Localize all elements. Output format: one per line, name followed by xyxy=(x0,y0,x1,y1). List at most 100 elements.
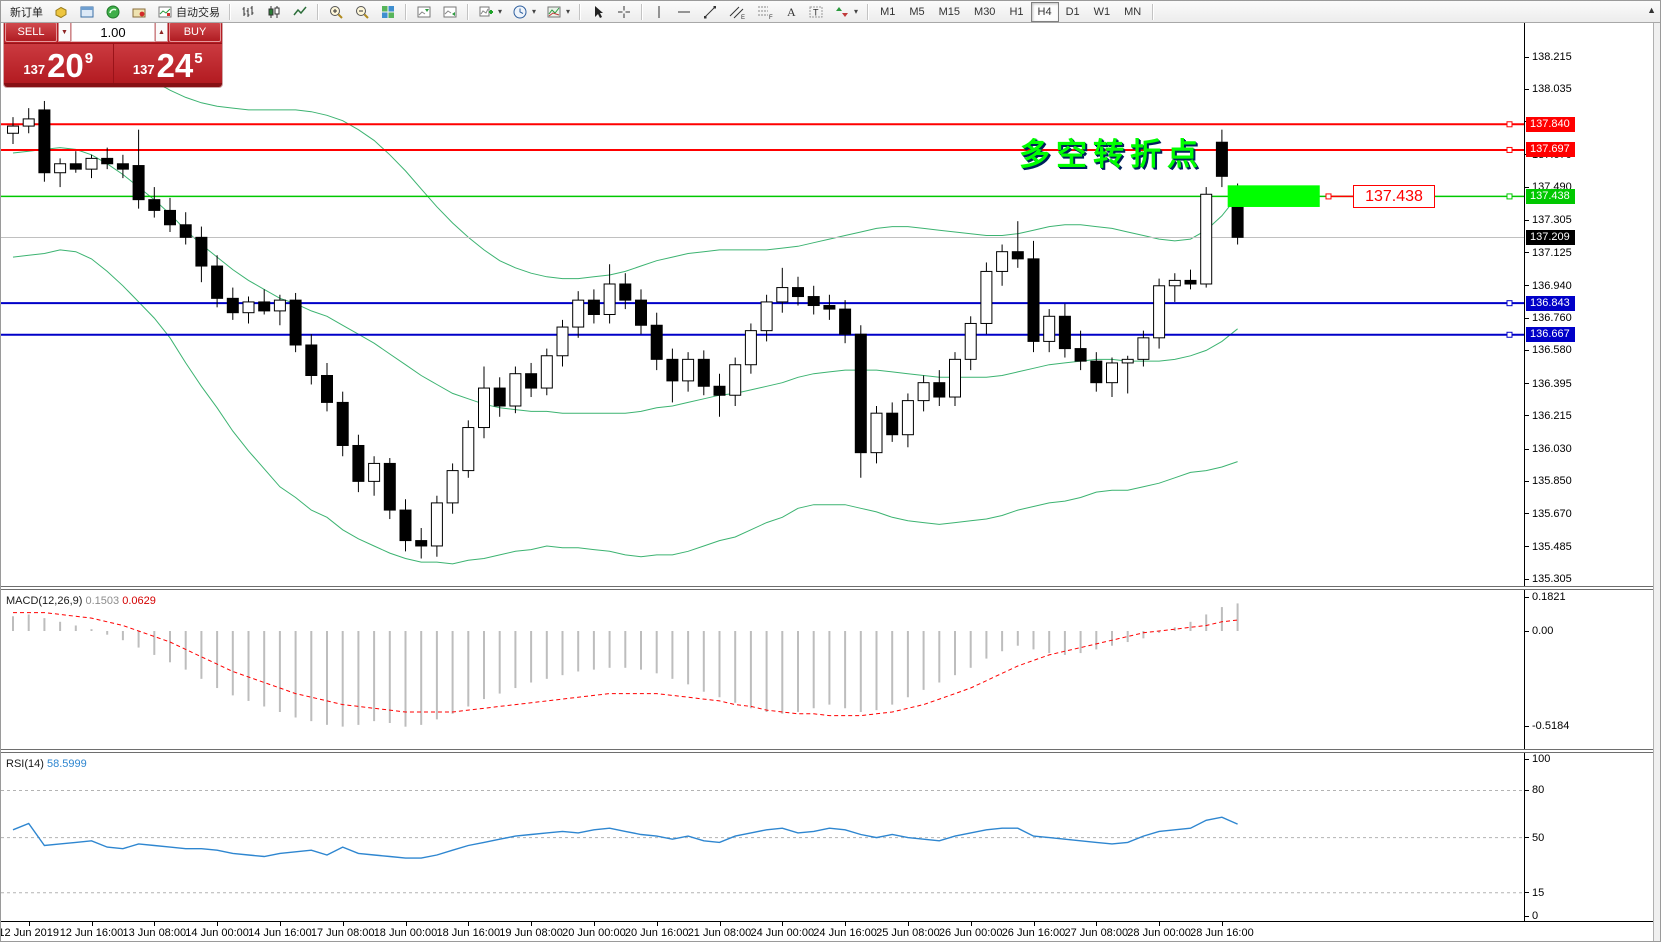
time-label: 28 Jun 00:00 xyxy=(1127,927,1191,939)
bearish-candle xyxy=(1184,279,1197,285)
timeframe-h4[interactable]: H4 xyxy=(1030,1,1059,22)
periods-icon[interactable]: ▾ xyxy=(507,2,541,22)
navigator-icon[interactable] xyxy=(100,2,126,22)
horizontal-line-icon[interactable] xyxy=(671,2,697,22)
time-label: 24 Jun 00:00 xyxy=(750,927,815,939)
bar-chart-icon[interactable] xyxy=(235,2,261,22)
timeframe-w1[interactable]: W1 xyxy=(1093,5,1111,18)
sell-button[interactable]: SELL xyxy=(5,22,57,42)
templates-icon[interactable]: ▾ xyxy=(541,2,575,22)
pane-separator[interactable] xyxy=(1,749,1653,753)
chart-shift-icon[interactable] xyxy=(411,2,437,22)
price-tick-mark xyxy=(1524,186,1529,188)
main-chart-pane[interactable] xyxy=(1,23,1524,587)
new-order-button[interactable]: 新订单 xyxy=(5,2,48,22)
price-tick-mark xyxy=(1524,383,1529,385)
price-tag-label[interactable]: 137.438 xyxy=(1353,185,1435,209)
arrows-icon[interactable]: ▾ xyxy=(829,2,863,22)
autotrading-icon xyxy=(158,6,172,17)
time-label: 27 Jun 08:00 xyxy=(1064,927,1129,939)
timeframe-m1[interactable]: M1 xyxy=(880,5,896,18)
price-tick-mark xyxy=(1524,56,1529,58)
timeframe-m30[interactable]: M30 xyxy=(974,5,996,18)
bullish-candle xyxy=(572,299,585,328)
line-endpoint-handle[interactable] xyxy=(1506,193,1513,200)
templates-caret-icon[interactable]: ▾ xyxy=(566,7,571,16)
timeframe-m15[interactable]: M15 xyxy=(938,5,961,18)
time-label: 21 Jun 08:00 xyxy=(687,927,752,939)
bullish-candle xyxy=(1168,279,1181,287)
trendline-icon[interactable] xyxy=(697,2,723,22)
terminal-icon[interactable] xyxy=(126,2,152,22)
line-endpoint-handle[interactable] xyxy=(1506,121,1513,128)
rsi-label: RSI(14) 58.5999 xyxy=(6,758,87,770)
line-endpoint-handle[interactable] xyxy=(1506,331,1513,338)
arrows-caret-icon[interactable]: ▾ xyxy=(854,7,859,16)
auto-scroll-icon[interactable] xyxy=(437,2,463,22)
highlight-rectangle[interactable] xyxy=(1227,185,1320,207)
bearish-candle xyxy=(226,297,239,314)
price-tick-label: 138.215 xyxy=(1532,51,1572,63)
zoom-out-icon[interactable] xyxy=(349,2,375,22)
volume-down-button[interactable]: ▼ xyxy=(58,22,71,42)
time-label: 26 Jun 16:00 xyxy=(1001,927,1066,939)
price-tick-mark xyxy=(1524,513,1529,515)
autotrading-button[interactable]: 自动交易 xyxy=(152,2,225,22)
bearish-candle xyxy=(493,387,506,407)
buy-button[interactable]: BUY xyxy=(169,22,221,42)
indicators-icon[interactable]: ▾ xyxy=(473,2,507,22)
price-mark-label: 136.843 xyxy=(1526,295,1575,311)
crosshair-icon[interactable] xyxy=(611,2,637,22)
line-chart-icon[interactable] xyxy=(287,2,313,22)
macd-tick-mark xyxy=(1524,630,1529,632)
cursor-icon[interactable] xyxy=(585,2,611,22)
line-endpoint-handle[interactable] xyxy=(1506,146,1513,153)
timeframe-h1[interactable]: H1 xyxy=(1009,5,1024,18)
bullish-candle xyxy=(1137,337,1150,360)
fibonacci-icon[interactable]: F xyxy=(751,2,779,22)
time-tick-mark xyxy=(719,922,721,926)
line-endpoint-handle[interactable] xyxy=(1506,300,1513,307)
rsi-pane[interactable] xyxy=(1,753,1524,921)
volume-field[interactable]: 1.00 xyxy=(71,22,155,42)
timeframe-d1[interactable]: D1 xyxy=(1065,5,1080,18)
time-axis[interactable]: 12 Jun 2019 12 Jun 16:00 13 Jun 08:00 14 Ju… xyxy=(1,921,1653,941)
buy-price-box[interactable]: 137 24 5 xyxy=(113,44,222,84)
price-tag-handle[interactable] xyxy=(1325,193,1332,200)
bearish-candle xyxy=(807,296,820,307)
equidistant-channel-icon[interactable]: E xyxy=(723,2,751,22)
bullish-candle xyxy=(22,118,35,127)
price-tick-label: 135.850 xyxy=(1532,475,1572,488)
price-tick-label: 138.035 xyxy=(1532,83,1572,96)
text-icon[interactable]: A xyxy=(779,2,803,22)
bearish-candle xyxy=(1058,315,1071,350)
candlestick-chart-icon[interactable] xyxy=(261,2,287,22)
toolbar-overflow-icon[interactable]: ▲ xyxy=(1647,5,1656,15)
buy-price-main: 24 xyxy=(156,47,194,84)
periods-caret-icon[interactable]: ▾ xyxy=(532,7,537,16)
rsi-tick-mark xyxy=(1524,758,1529,760)
price-axis[interactable]: 138.215138.035137.855137.670137.490137.3… xyxy=(1524,23,1653,922)
timeframe-mn[interactable]: MN xyxy=(1124,5,1142,18)
indicators-caret-icon[interactable]: ▾ xyxy=(498,7,503,16)
vertical-line-icon[interactable] xyxy=(647,2,671,22)
data-window-icon[interactable] xyxy=(74,2,100,22)
text-label-icon[interactable]: T xyxy=(803,2,829,22)
price-tick-mark xyxy=(1524,88,1529,90)
pane-separator[interactable] xyxy=(1,586,1653,590)
bearish-candle xyxy=(148,199,161,211)
bullish-candle xyxy=(870,412,883,454)
zoom-in-icon[interactable] xyxy=(323,2,349,22)
market-watch-icon[interactable] xyxy=(48,2,74,22)
window-edge-strip xyxy=(1653,1,1660,941)
price-tick-label: 137.125 xyxy=(1532,246,1572,259)
timeframe-m5[interactable]: M5 xyxy=(909,5,925,18)
sell-price-box[interactable]: 137 20 9 xyxy=(4,44,113,83)
bearish-candle xyxy=(1027,258,1040,342)
price-mark-label: 137.209 xyxy=(1526,230,1575,245)
macd-pane[interactable] xyxy=(1,590,1524,749)
time-tick-mark xyxy=(1221,922,1223,926)
tile-windows-icon[interactable] xyxy=(375,2,401,22)
bearish-candle xyxy=(886,412,899,436)
volume-up-button[interactable]: ▲ xyxy=(155,22,168,42)
